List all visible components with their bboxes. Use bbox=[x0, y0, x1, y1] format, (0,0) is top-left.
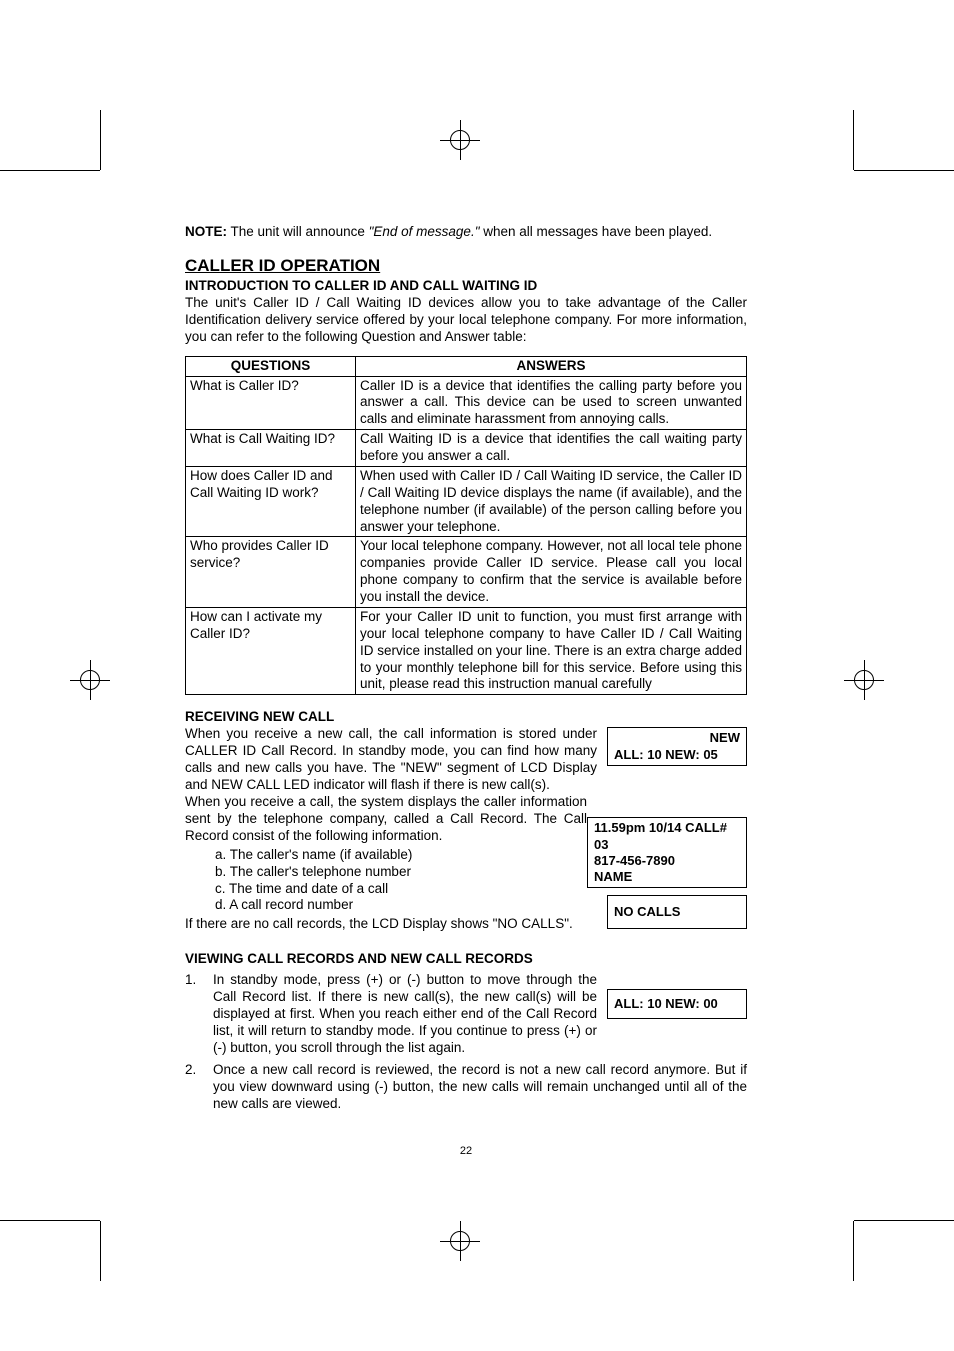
qa-header-q: QUESTIONS bbox=[186, 356, 356, 376]
qa-q: How does Caller ID and Call Waiting ID w… bbox=[186, 466, 356, 537]
table-row: What is Caller ID?Caller ID is a device … bbox=[186, 376, 747, 430]
qa-q: What is Call Waiting ID? bbox=[186, 430, 356, 467]
qa-a: For your Caller ID unit to function, you… bbox=[356, 607, 747, 694]
table-header-row: QUESTIONS ANSWERS bbox=[186, 356, 747, 376]
note-label: NOTE: bbox=[185, 224, 227, 239]
lcd-line: 817-456-7890 bbox=[594, 853, 740, 869]
table-row: How does Caller ID and Call Waiting ID w… bbox=[186, 466, 747, 537]
item-num: 1. bbox=[185, 972, 213, 1056]
lcd-all-new: ALL: 10 NEW: 00 bbox=[607, 989, 747, 1019]
lcd-line: NO CALLS bbox=[614, 904, 680, 920]
item-text: Once a new call record is reviewed, the … bbox=[213, 1062, 747, 1113]
reg-mark-left bbox=[70, 660, 110, 700]
qa-q: How can I activate my Caller ID? bbox=[186, 607, 356, 694]
qa-q: What is Caller ID? bbox=[186, 376, 356, 430]
qa-header-a: ANSWERS bbox=[356, 356, 747, 376]
note-line: NOTE: The unit will announce "End of mes… bbox=[185, 224, 747, 241]
recv-head: RECEIVING NEW CALL bbox=[185, 709, 747, 726]
intro-body: The unit's Caller ID / Call Waiting ID d… bbox=[185, 295, 747, 346]
list-item: 2. Once a new call record is reviewed, t… bbox=[185, 1062, 747, 1113]
note-italic: "End of message." bbox=[369, 224, 480, 239]
intro-head: INTRODUCTION TO CALLER ID AND CALL WAITI… bbox=[185, 278, 747, 295]
qa-a: When used with Caller ID / Call Waiting … bbox=[356, 466, 747, 537]
qa-table: QUESTIONS ANSWERS What is Caller ID?Call… bbox=[185, 356, 747, 696]
lcd-line: ALL: 10 NEW: 05 bbox=[614, 747, 740, 763]
lcd-line: NAME bbox=[594, 869, 740, 885]
page-content: NOTE: The unit will announce "End of mes… bbox=[185, 224, 747, 1119]
lcd-line: NEW bbox=[614, 730, 740, 746]
recv-p2-text: When you receive a call, the system disp… bbox=[185, 794, 587, 843]
reg-mark-top bbox=[440, 120, 480, 160]
table-row: What is Call Waiting ID?Call Waiting ID … bbox=[186, 430, 747, 467]
lcd-no-calls: NO CALLS bbox=[607, 895, 747, 929]
qa-a: Caller ID is a device that identifies th… bbox=[356, 376, 747, 430]
view-head: VIEWING CALL RECORDS AND NEW CALL RECORD… bbox=[185, 951, 747, 968]
note-after: when all messages have been played. bbox=[480, 224, 713, 239]
section-title: CALLER ID OPERATION bbox=[185, 255, 747, 276]
table-row: Who provides Caller ID service?Your loca… bbox=[186, 537, 747, 608]
qa-q: Who provides Caller ID service? bbox=[186, 537, 356, 608]
lcd-new-calls: NEW ALL: 10 NEW: 05 bbox=[607, 727, 747, 766]
note-before: The unit will announce bbox=[227, 224, 369, 239]
page-number: 22 bbox=[185, 1145, 747, 1159]
reg-mark-right bbox=[844, 660, 884, 700]
lcd-call-record: 11.59pm 10/14 CALL# 03 817-456-7890 NAME bbox=[587, 817, 747, 888]
qa-a: Your local telephone company. However, n… bbox=[356, 537, 747, 608]
item-num: 2. bbox=[185, 1062, 213, 1113]
reg-mark-bottom bbox=[440, 1221, 480, 1261]
lcd-line: ALL: 10 NEW: 00 bbox=[614, 996, 718, 1012]
table-row: How can I activate my Caller ID?For your… bbox=[186, 607, 747, 694]
qa-a: Call Waiting ID is a device that identif… bbox=[356, 430, 747, 467]
lcd-line: 11.59pm 10/14 CALL# 03 bbox=[594, 820, 740, 853]
